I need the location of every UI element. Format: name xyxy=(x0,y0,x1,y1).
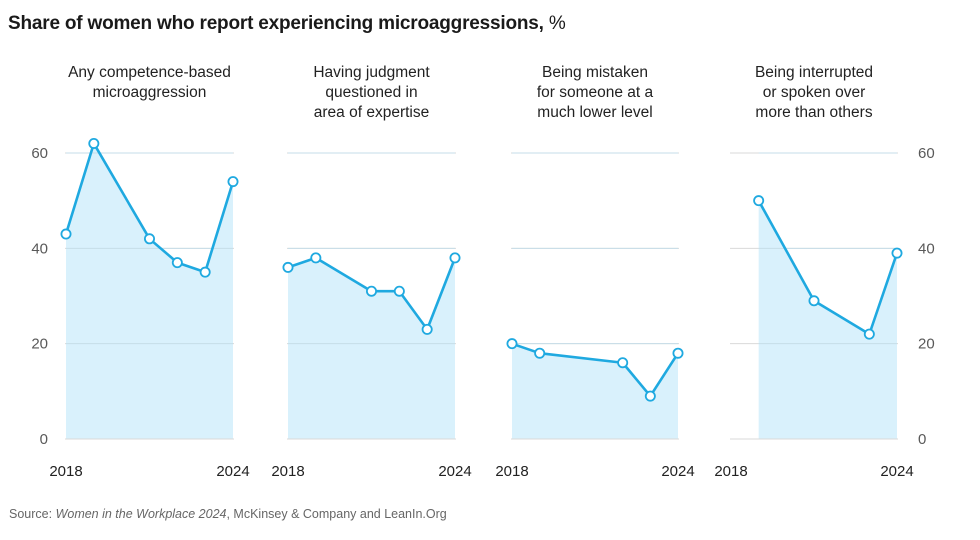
x-tick-label: 2018 xyxy=(49,463,82,480)
data-point xyxy=(365,285,377,297)
chart-panel-3: Being mistaken for someone at a much lower… xyxy=(495,64,694,480)
panel-title-line: for someone at a xyxy=(537,84,654,101)
panel-title-line: Being interrupted xyxy=(755,64,873,81)
chart-title: Share of women who report experiencing m… xyxy=(8,13,566,35)
y-tick-label: 60 xyxy=(918,145,935,162)
chart-title-text: Share of women who report experiencing m… xyxy=(8,13,544,34)
data-point xyxy=(891,247,903,259)
source-prefix: Source: xyxy=(9,507,56,521)
data-point xyxy=(644,390,656,402)
data-point xyxy=(199,266,211,278)
x-tick-label: 2024 xyxy=(880,463,913,480)
data-point xyxy=(449,252,461,264)
panel-title-line: Any competence-based xyxy=(68,64,231,81)
data-point xyxy=(808,295,820,307)
data-point xyxy=(88,137,100,149)
series-line xyxy=(64,142,235,274)
panel-title-line: microaggression xyxy=(93,84,207,101)
y-tick-label: 60 xyxy=(31,145,48,162)
data-point xyxy=(171,257,183,269)
panel-title-line: or spoken over xyxy=(763,84,866,101)
panel-title-line: area of expertise xyxy=(314,104,429,121)
chart-title-unit: % xyxy=(548,13,566,34)
y-tick-label: 20 xyxy=(31,336,48,353)
series-area xyxy=(66,143,233,439)
series-line xyxy=(757,199,899,336)
y-tick-label: 40 xyxy=(918,240,935,257)
chart-panel-1: Any competence-based microaggression 2018 2… xyxy=(31,64,249,480)
x-tick-label: 2024 xyxy=(216,463,249,480)
x-tick-label: 2024 xyxy=(661,463,694,480)
data-point xyxy=(506,338,518,350)
panel-title-line: much lower level xyxy=(537,104,652,121)
data-point xyxy=(282,261,294,273)
data-point xyxy=(617,357,629,369)
data-point xyxy=(672,347,684,359)
panel-title-line: Being mistaken xyxy=(542,64,648,81)
source-report-title: Women in the Workplace 2024 xyxy=(55,507,227,521)
data-point xyxy=(60,228,72,240)
panel-title-line: Having judgment xyxy=(313,64,430,81)
series-area xyxy=(288,257,455,439)
y-tick-label: 40 xyxy=(31,240,48,257)
y-tick-label: 20 xyxy=(918,336,935,353)
panel-title-line: more than others xyxy=(755,104,872,121)
y-tick-label: 0 xyxy=(918,431,926,448)
series-area xyxy=(758,200,897,439)
data-point xyxy=(421,323,433,335)
data-point xyxy=(143,233,155,245)
x-tick-label: 2018 xyxy=(271,463,304,480)
x-tick-label: 2018 xyxy=(495,463,528,480)
chart-panel-4: Being interrupted or spoken over more than… xyxy=(714,64,934,480)
data-point xyxy=(534,347,546,359)
series-area xyxy=(512,343,678,439)
small-multiples-chart: Any competence-based microaggression 2018 2… xyxy=(31,64,934,480)
source-suffix: , McKinsey & Company and LeanIn.Org xyxy=(226,507,447,521)
chart-panel-2: Having judgment questioned in area of expe… xyxy=(271,64,471,480)
x-tick-label: 2024 xyxy=(438,463,471,480)
data-point xyxy=(863,328,875,340)
x-tick-label: 2018 xyxy=(714,463,747,480)
data-point xyxy=(227,176,239,188)
data-point xyxy=(393,285,405,297)
source-note: Source: Women in the Workplace 2024, McK… xyxy=(9,507,447,521)
data-point xyxy=(753,195,765,207)
y-tick-label: 0 xyxy=(40,431,48,448)
panel-title-line: questioned in xyxy=(325,84,417,101)
data-point xyxy=(310,252,322,264)
